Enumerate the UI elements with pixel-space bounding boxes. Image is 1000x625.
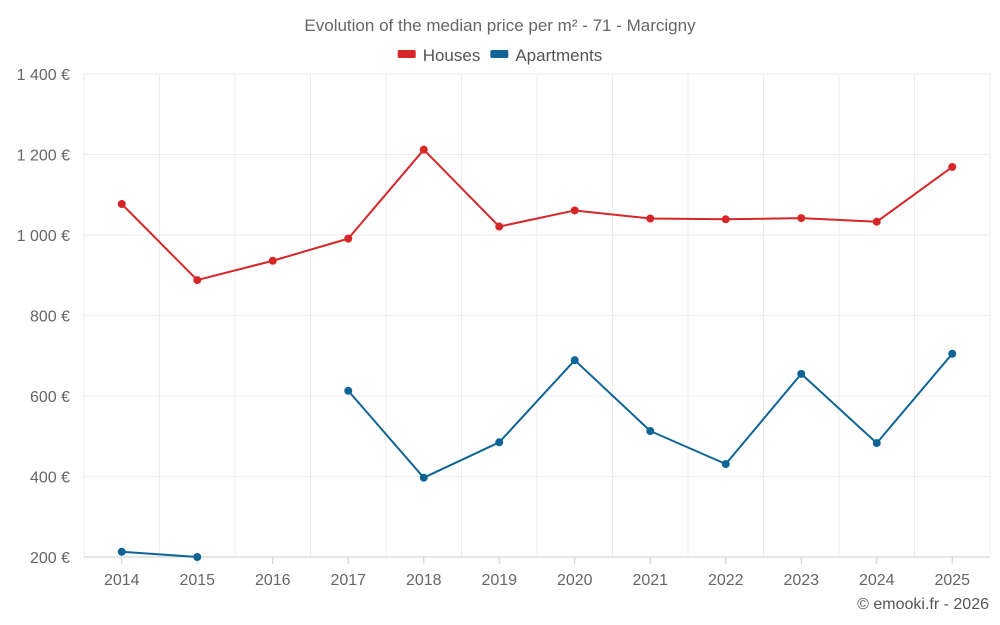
x-tick-label: 2017 bbox=[330, 572, 366, 589]
x-tick-label: 2015 bbox=[179, 572, 215, 589]
data-point[interactable] bbox=[193, 553, 202, 561]
data-point[interactable] bbox=[646, 214, 655, 223]
series-line bbox=[347, 353, 954, 479]
y-tick-label: 1 200 € bbox=[17, 148, 70, 165]
data-point[interactable] bbox=[721, 460, 730, 469]
data-point[interactable] bbox=[344, 386, 353, 395]
x-tick-label: 2025 bbox=[934, 572, 970, 589]
x-tick-label: 2023 bbox=[783, 572, 819, 589]
y-tick-label: 1 400 € bbox=[17, 67, 70, 84]
data-point[interactable] bbox=[872, 217, 881, 226]
data-point[interactable] bbox=[419, 473, 428, 482]
data-point[interactable] bbox=[268, 256, 277, 265]
series-layer bbox=[117, 145, 957, 561]
series-line bbox=[121, 148, 953, 282]
legend-swatch bbox=[397, 50, 416, 58]
legend-swatch bbox=[490, 50, 509, 58]
data-point[interactable] bbox=[872, 439, 881, 448]
data-point[interactable] bbox=[570, 206, 579, 215]
x-tick-label: 2022 bbox=[708, 572, 744, 589]
series-houses bbox=[117, 145, 957, 285]
data-point[interactable] bbox=[721, 215, 730, 224]
data-point[interactable] bbox=[797, 214, 806, 223]
data-point[interactable] bbox=[948, 162, 957, 171]
y-tick-label: 600 € bbox=[30, 389, 70, 406]
y-tick-label: 1 000 € bbox=[17, 228, 70, 245]
data-point[interactable] bbox=[797, 369, 806, 378]
data-point[interactable] bbox=[495, 438, 504, 447]
axes: 200 € 400 € 600 € 800 € 1 000 € 1 200 € 1 400 … bbox=[17, 67, 990, 589]
grid bbox=[83, 73, 991, 557]
data-point[interactable] bbox=[495, 222, 504, 231]
legend-item-houses[interactable]: Houses bbox=[397, 46, 481, 65]
series-line bbox=[121, 550, 198, 558]
credit-text: © emooki.fr - 2026 bbox=[857, 596, 989, 613]
legend-label: Apartments bbox=[515, 46, 602, 65]
legend-item-apartments[interactable]: Apartments bbox=[490, 46, 602, 65]
y-tick-label: 400 € bbox=[30, 470, 70, 487]
data-point[interactable] bbox=[948, 349, 957, 358]
y-tick-label: 800 € bbox=[30, 309, 70, 326]
chart-title: Evolution of the median price per m² - 7… bbox=[304, 16, 696, 35]
x-tick-label: 2021 bbox=[632, 572, 668, 589]
x-tick-label: 2019 bbox=[481, 572, 517, 589]
legend-label: Houses bbox=[423, 46, 481, 65]
legend[interactable]: Houses Apartments bbox=[397, 46, 603, 65]
x-tick-label: 2018 bbox=[406, 572, 442, 589]
y-tick-label: 200 € bbox=[30, 550, 70, 567]
data-point[interactable] bbox=[344, 234, 353, 243]
data-point[interactable] bbox=[117, 200, 126, 209]
x-tick-label: 2014 bbox=[104, 572, 140, 589]
x-tick-label: 2024 bbox=[859, 572, 895, 589]
x-tick-label: 2020 bbox=[557, 572, 593, 589]
data-point[interactable] bbox=[193, 276, 202, 285]
data-point[interactable] bbox=[646, 427, 655, 436]
data-point[interactable] bbox=[117, 547, 126, 556]
series-apartments bbox=[117, 349, 957, 561]
data-point[interactable] bbox=[419, 145, 428, 154]
x-tick-label: 2016 bbox=[255, 572, 291, 589]
data-point[interactable] bbox=[570, 356, 579, 365]
